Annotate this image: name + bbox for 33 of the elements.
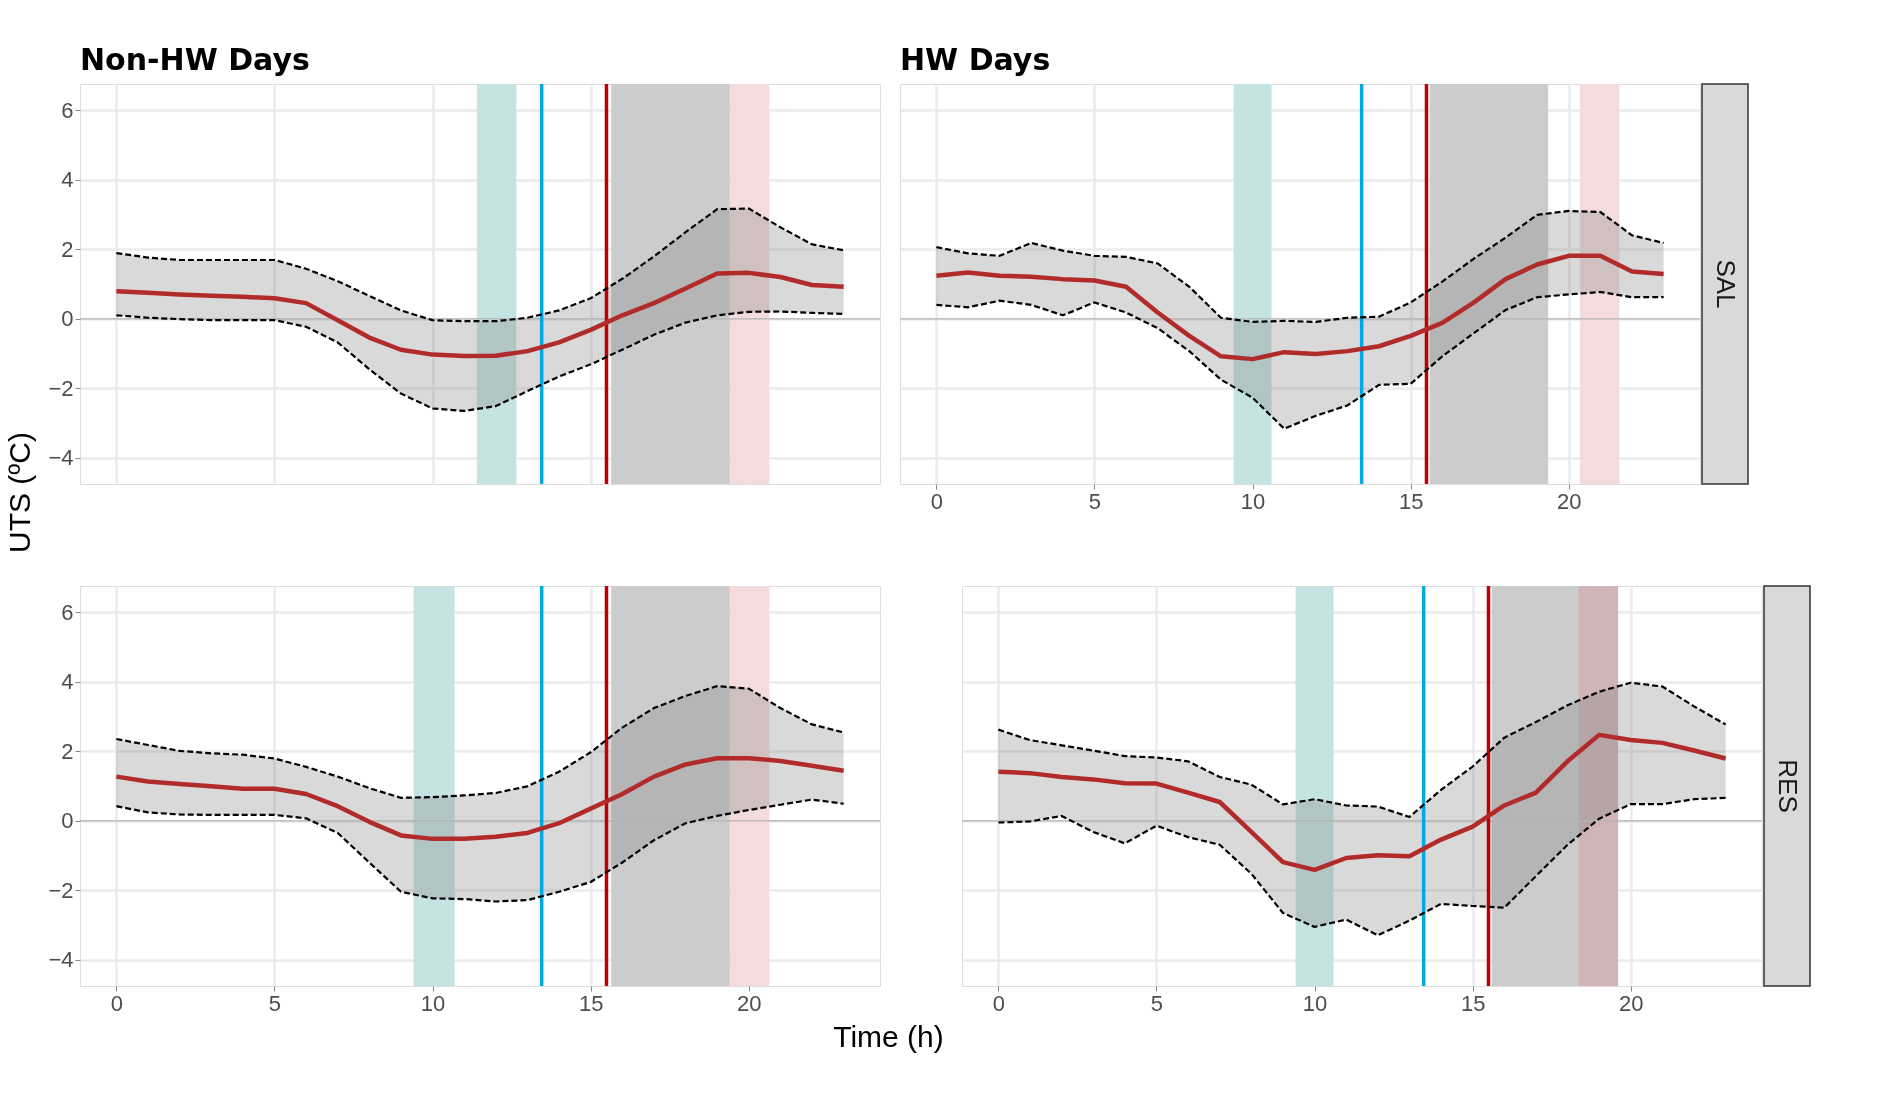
x-tick-label: 10	[1302, 990, 1328, 1016]
x-tick-label: 20	[1619, 990, 1644, 1016]
y-tick-label: −4	[48, 947, 74, 973]
x-axis-title: Time (h)	[833, 1019, 944, 1053]
y-axis-title: UTS (ºC)	[3, 432, 37, 553]
y-tick-label: −2	[48, 877, 74, 903]
y-tick-label: 4	[61, 669, 74, 695]
x-tick-label: 5	[268, 990, 282, 1016]
y-tick-label: 0	[61, 306, 74, 332]
x-tick-label: 5	[1088, 488, 1102, 514]
y-tick-label: −2	[48, 375, 74, 401]
x-tick-label: 0	[110, 990, 123, 1016]
x-tick-label: 20	[737, 990, 762, 1016]
x-tick-label: 10	[1240, 488, 1266, 514]
y-tick-label: 2	[61, 236, 74, 262]
text: RES	[1773, 759, 1803, 813]
chart-title: HW Days	[900, 42, 1051, 77]
x-tick-label: 0	[992, 990, 1005, 1016]
x-tick-label: 20	[1557, 488, 1582, 514]
x-tick-label: 15	[1398, 488, 1424, 514]
y-tick-label: 6	[61, 599, 74, 625]
text: SAL	[1711, 259, 1741, 309]
x-tick-label: 10	[420, 990, 446, 1016]
y-tick-label: 0	[61, 808, 74, 834]
y-tick-label: 6	[61, 97, 74, 123]
x-tick-label: 5	[1150, 990, 1164, 1016]
chart-title: Non-HW Days	[80, 42, 310, 77]
x-tick-label: 0	[930, 488, 943, 514]
x-tick-label: 15	[578, 990, 604, 1016]
y-tick-label: 2	[61, 738, 74, 764]
y-tick-label: 4	[61, 167, 74, 193]
x-tick-label: 15	[1460, 990, 1486, 1016]
y-tick-label: −4	[48, 445, 74, 471]
